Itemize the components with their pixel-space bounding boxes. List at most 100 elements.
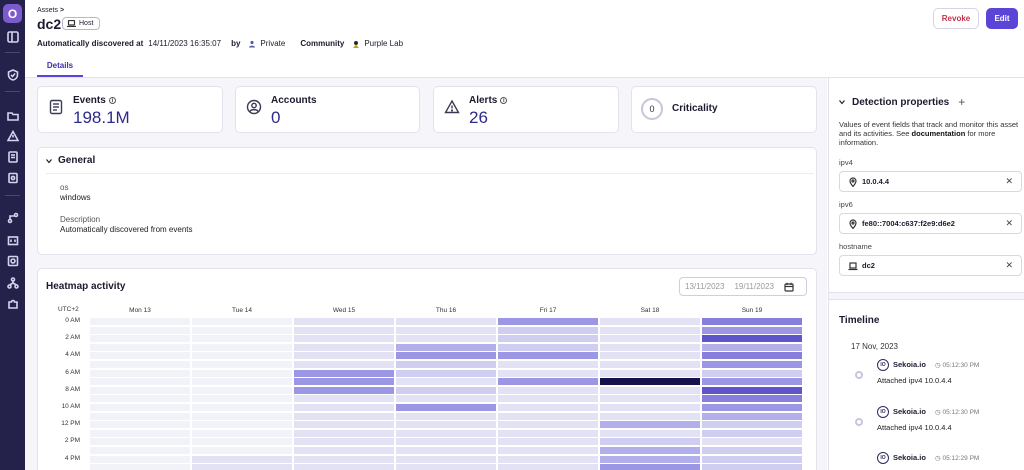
heatmap-cell[interactable]	[396, 421, 496, 429]
heatmap-cell[interactable]	[192, 369, 292, 377]
heatmap-cell[interactable]	[90, 412, 190, 420]
heatmap-cell[interactable]	[702, 386, 802, 394]
revoke-button[interactable]: Revoke	[933, 8, 979, 29]
heatmap-cell[interactable]	[396, 378, 496, 386]
heatmap-cell[interactable]	[192, 326, 292, 334]
heatmap-cell[interactable]	[192, 395, 292, 403]
heatmap-cell[interactable]	[702, 361, 802, 368]
heatmap-cell[interactable]	[294, 361, 394, 368]
heatmap-cell[interactable]	[294, 378, 394, 386]
heatmap-cell[interactable]	[600, 438, 700, 446]
heatmap-cell[interactable]	[90, 343, 190, 351]
heatmap-cell[interactable]	[498, 318, 598, 325]
heatmap-cell[interactable]	[396, 369, 496, 377]
heatmap-cell[interactable]	[702, 429, 802, 437]
heatmap-cell[interactable]	[90, 318, 190, 325]
heatmap-cell[interactable]	[192, 412, 292, 420]
remove-ipv4-button[interactable]: ✕	[1005, 176, 1013, 186]
heatmap-cell[interactable]	[396, 395, 496, 403]
heatmap-cell[interactable]	[600, 369, 700, 377]
heatmap-cell[interactable]	[294, 343, 394, 351]
heatmap-cell[interactable]	[600, 429, 700, 437]
heatmap-cell[interactable]	[90, 464, 190, 470]
heatmap-cell[interactable]	[498, 386, 598, 394]
target-icon[interactable]	[6, 255, 19, 267]
heatmap-cell[interactable]	[396, 429, 496, 437]
heatmap-cell[interactable]	[600, 361, 700, 368]
heatmap-cell[interactable]	[90, 352, 190, 360]
heatmap-cell[interactable]	[396, 464, 496, 470]
heatmap-cell[interactable]	[192, 386, 292, 394]
heatmap-cell[interactable]	[702, 352, 802, 360]
document-icon[interactable]	[6, 151, 19, 163]
documentation-link[interactable]: documentation	[911, 129, 966, 138]
heatmap-cell[interactable]	[600, 421, 700, 429]
heatmap-cell[interactable]	[600, 378, 700, 386]
heatmap-cell[interactable]	[294, 352, 394, 360]
heatmap-cell[interactable]	[396, 438, 496, 446]
heatmap-cell[interactable]	[702, 326, 802, 334]
stat-card-criticality[interactable]: 0 Criticality	[631, 86, 817, 133]
info-icon[interactable]: i	[108, 97, 116, 104]
heatmap-cell[interactable]	[294, 412, 394, 420]
app-logo[interactable]: O	[3, 4, 22, 23]
layout-icon[interactable]	[6, 31, 19, 43]
network-icon[interactable]	[6, 277, 19, 289]
heatmap-cell[interactable]	[498, 464, 598, 470]
heatmap-cell[interactable]	[192, 352, 292, 360]
heatmap-cell[interactable]	[702, 412, 802, 420]
heatmap-cell[interactable]	[90, 455, 190, 463]
heatmap-cell[interactable]	[294, 421, 394, 429]
heatmap-cell[interactable]	[192, 343, 292, 351]
heatmap-cell[interactable]	[600, 447, 700, 454]
heatmap-cell[interactable]	[600, 386, 700, 394]
heatmap-cell[interactable]	[600, 404, 700, 411]
heatmap-cell[interactable]	[498, 438, 598, 446]
heatmap-cell[interactable]	[396, 352, 496, 360]
heatmap-cell[interactable]	[192, 318, 292, 325]
detection-header[interactable]: Detection properties +	[839, 95, 965, 109]
heatmap-cell[interactable]	[192, 378, 292, 386]
heatmap-cell[interactable]	[90, 369, 190, 377]
remove-ipv6-button[interactable]: ✕	[1005, 218, 1013, 228]
heatmap-cell[interactable]	[702, 395, 802, 403]
heatmap-cell[interactable]	[498, 335, 598, 343]
heatmap-cell[interactable]	[294, 438, 394, 446]
heatmap-cell[interactable]	[90, 326, 190, 334]
heatmap-cell[interactable]	[90, 404, 190, 411]
heatmap-cell[interactable]	[294, 464, 394, 470]
heatmap-cell[interactable]	[702, 335, 802, 343]
heatmap-cell[interactable]	[498, 343, 598, 351]
heatmap-cell[interactable]	[294, 326, 394, 334]
stat-card-alerts[interactable]: Alerts i 26	[433, 86, 619, 133]
heatmap-cell[interactable]	[294, 447, 394, 454]
heatmap-cell[interactable]	[498, 361, 598, 368]
heatmap-cell[interactable]	[600, 335, 700, 343]
heatmap-cell[interactable]	[192, 421, 292, 429]
heatmap-cell[interactable]	[90, 447, 190, 454]
heatmap-cell[interactable]	[498, 455, 598, 463]
heatmap-cell[interactable]	[294, 395, 394, 403]
heatmap-cell[interactable]	[90, 386, 190, 394]
heatmap-cell[interactable]	[702, 438, 802, 446]
heatmap-cell[interactable]	[498, 369, 598, 377]
route-icon[interactable]	[6, 212, 19, 224]
tab-details[interactable]: Details	[37, 61, 83, 77]
heatmap-cell[interactable]	[702, 343, 802, 351]
heatmap-cell[interactable]	[192, 335, 292, 343]
heatmap-cell[interactable]	[294, 455, 394, 463]
heatmap-cell[interactable]	[702, 318, 802, 325]
heatmap-cell[interactable]	[192, 361, 292, 368]
heatmap-cell[interactable]	[294, 404, 394, 411]
heatmap-cell[interactable]	[702, 378, 802, 386]
puzzle-icon[interactable]	[6, 298, 19, 310]
heatmap-cell[interactable]	[192, 438, 292, 446]
heatmap-cell[interactable]	[396, 412, 496, 420]
heatmap-cell[interactable]	[498, 378, 598, 386]
folder-shield-icon[interactable]	[6, 110, 19, 122]
heatmap-cell[interactable]	[498, 429, 598, 437]
heatmap-cell[interactable]	[90, 421, 190, 429]
date-range-picker[interactable]: 13/11/2023 19/11/2023	[679, 277, 807, 296]
heatmap-cell[interactable]	[498, 421, 598, 429]
heatmap-cell[interactable]	[90, 361, 190, 368]
